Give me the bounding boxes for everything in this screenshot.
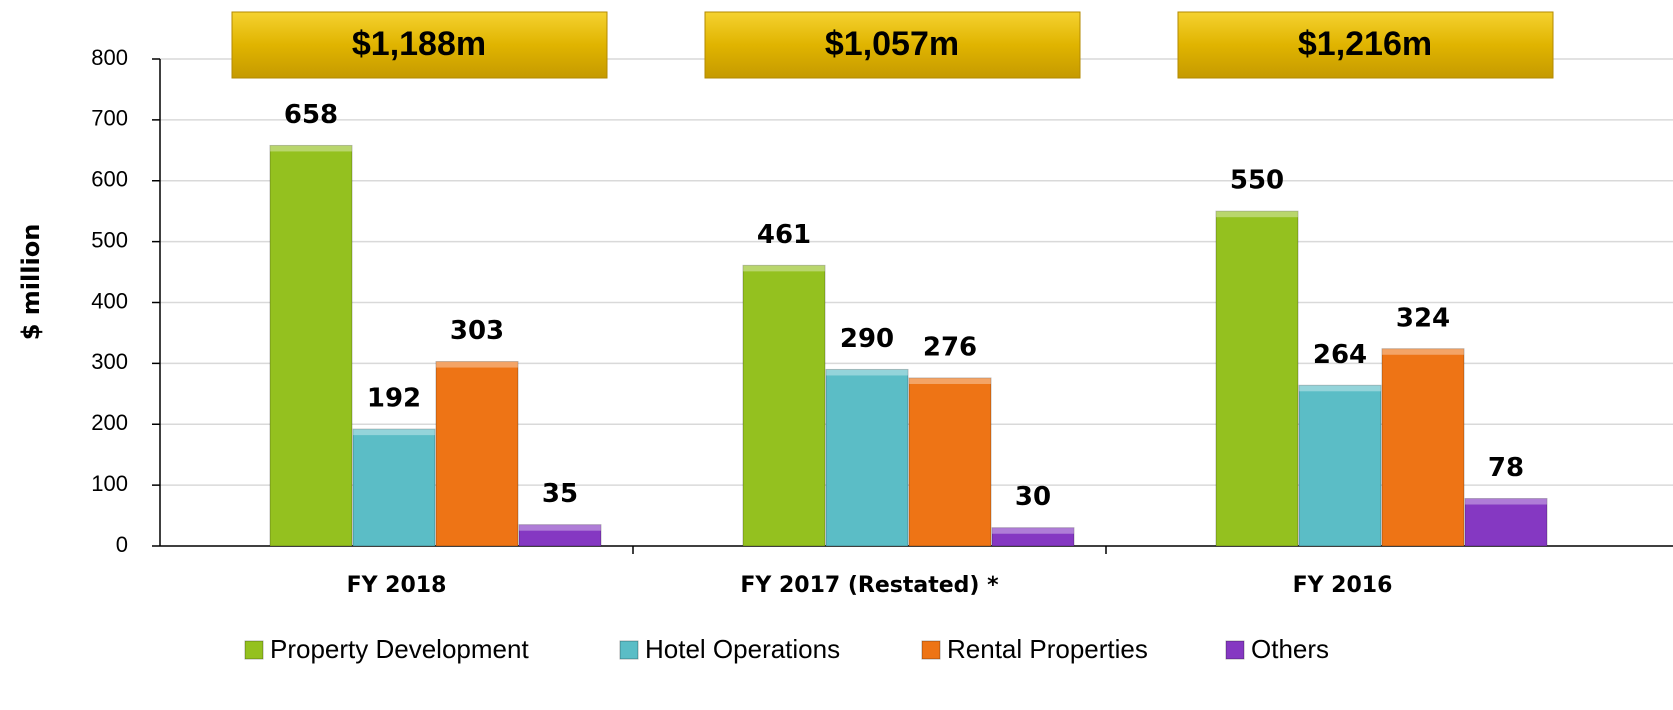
bar [742,264,826,547]
bar-top [436,361,518,368]
legend-label: Rental Properties [947,634,1148,664]
y-tick-label: 500 [91,227,128,252]
y-tick-label: 400 [91,288,128,313]
bar-top [826,369,908,376]
legend-label: Property Development [270,634,529,664]
bar-top [743,265,825,272]
value-label: 78 [1488,453,1524,483]
y-axis-label: $ million [17,224,45,341]
x-tick-label: FY 2018 [347,573,447,598]
value-label: 264 [1313,340,1367,370]
value-label: 658 [284,100,338,130]
value-label: 550 [1230,166,1284,196]
bar [1464,498,1548,547]
x-tick-label: FY 2016 [1293,573,1393,598]
value-label: 192 [367,384,421,414]
value-label: 276 [923,332,977,362]
y-tick-label: 0 [116,532,128,557]
bar [991,527,1075,547]
total-label: $1,188m [352,25,486,63]
bar-top [353,429,435,436]
value-label: 461 [757,220,811,250]
bar-top [1382,348,1464,355]
value-label: 324 [1396,303,1450,333]
bar [1215,210,1299,547]
legend-label: Hotel Operations [645,634,840,664]
legend-label: Others [1251,634,1329,664]
bar-top [1299,385,1381,392]
bar [269,144,353,547]
bar [825,368,909,547]
bar [352,428,436,547]
total-banner [704,11,1081,79]
bar [1298,384,1382,547]
y-tick-label: 200 [91,410,128,435]
y-tick-label: 600 [91,167,128,192]
total-label: $1,057m [825,25,959,63]
value-label: 290 [840,324,894,354]
legend-swatch [619,640,639,660]
y-tick-label: 300 [91,349,128,374]
x-tick-label: FY 2017 (Restated) * [740,573,999,598]
legend-swatch [1225,640,1245,660]
y-tick-label: 800 [91,45,128,70]
bar [908,377,992,547]
legend-swatch [921,640,941,660]
bar [518,524,602,547]
bar [1381,348,1465,547]
value-label: 35 [542,479,578,509]
bar-top [270,145,352,152]
value-label: 303 [450,316,504,346]
bar-top [519,524,601,531]
y-tick-label: 700 [91,106,128,131]
bar [435,361,519,547]
bar-top [1216,211,1298,218]
total-banner [231,11,608,79]
bar-top [992,527,1074,534]
total-label: $1,216m [1298,25,1432,63]
legend-swatch [244,640,264,660]
bar-top [1465,498,1547,505]
bar-top [909,377,991,384]
y-tick-label: 100 [91,471,128,496]
value-label: 30 [1015,482,1051,512]
total-banner [1177,11,1554,79]
